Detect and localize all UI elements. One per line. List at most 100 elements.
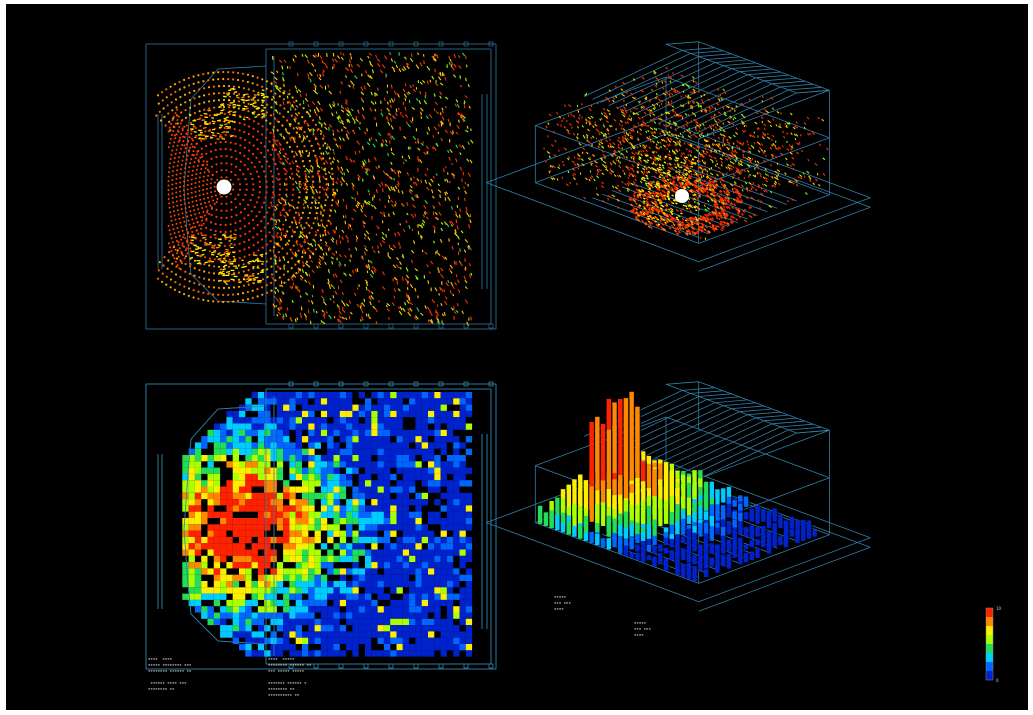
wavefront-particle	[282, 98, 285, 101]
wavefront-particle	[203, 277, 206, 280]
ray-particle	[632, 160, 636, 163]
wavefront-particle	[685, 178, 689, 182]
ray-particle	[687, 142, 690, 146]
wavefront-particle	[186, 192, 189, 195]
wavefront-particle	[271, 196, 274, 199]
ray-particle	[670, 133, 674, 137]
ray-particle	[401, 114, 405, 118]
ray-particle	[368, 265, 371, 270]
wavefront-particle	[182, 236, 185, 239]
wavefront-particle	[259, 185, 262, 189]
ray-particle	[436, 321, 440, 325]
wavefront-particle	[722, 208, 726, 212]
wavefront-particle	[301, 116, 304, 119]
heatmap-cell	[188, 499, 195, 506]
wavefront-particle	[692, 227, 696, 231]
wavefront-particle	[199, 124, 202, 127]
ray-particle	[639, 190, 642, 193]
ray-particle	[464, 190, 467, 195]
wavefront-particle	[177, 255, 180, 258]
ray-particle	[642, 121, 647, 125]
ray-particle	[716, 128, 719, 131]
ray-particle	[441, 313, 445, 317]
ray-particle	[696, 146, 699, 149]
wavefront-particle	[185, 228, 188, 231]
ray-particle	[749, 189, 751, 192]
ray-particle	[339, 145, 342, 150]
ray-particle	[380, 144, 383, 148]
ray-particle	[662, 123, 666, 127]
ray-particle	[288, 175, 292, 180]
ray-particle	[299, 230, 302, 235]
wavefront-particle	[243, 164, 246, 167]
ray-particle	[669, 134, 672, 138]
wavefront-particle	[158, 261, 161, 264]
wavefront-particle	[227, 279, 231, 282]
ray-particle	[336, 116, 340, 121]
wavefront-particle	[722, 220, 726, 224]
wavefront-particle	[208, 257, 211, 260]
ray-particle	[377, 87, 379, 91]
ray-particle	[463, 249, 467, 253]
ray-particle	[666, 103, 670, 107]
wavefront-particle	[252, 236, 255, 239]
heatmap-cell	[188, 555, 195, 563]
wavefront-particle	[207, 72, 210, 75]
ray-particle	[346, 113, 350, 117]
wavefront-particle	[701, 222, 705, 226]
ray-particle	[760, 116, 764, 120]
ray-particle	[357, 177, 360, 181]
ray-particle	[761, 120, 764, 124]
wavefront-particle	[272, 185, 275, 189]
ray-particle	[418, 224, 422, 228]
ray-particle	[367, 313, 370, 317]
ray-particle	[318, 165, 321, 169]
wavefront-particle	[239, 211, 242, 214]
ray-particle	[645, 174, 648, 177]
wavefront-particle	[225, 202, 228, 205]
ray-particle	[596, 175, 600, 179]
ray-particle	[453, 53, 456, 58]
ray-particle	[449, 58, 452, 62]
ray-particle	[648, 187, 651, 191]
ray-particle	[726, 105, 730, 109]
ray-particle	[684, 173, 688, 176]
wavefront-particle	[208, 114, 211, 117]
wavefront-particle	[181, 244, 184, 247]
ray-particle	[278, 59, 283, 63]
ray-particle	[732, 165, 735, 169]
wavefront-particle	[714, 224, 718, 228]
ray-particle	[613, 149, 617, 153]
ray-particle	[700, 109, 703, 113]
ray-particle	[313, 308, 315, 313]
wavefront-particle	[169, 85, 172, 88]
wavefront-particle	[207, 86, 211, 89]
ray-particle	[693, 133, 695, 136]
ray-particle	[371, 69, 374, 74]
wavefront-particle	[170, 237, 173, 240]
column-marker	[438, 323, 444, 329]
ray-particle	[336, 304, 339, 308]
wavefront-particle	[270, 106, 273, 109]
wavefront-particle	[311, 175, 314, 178]
wavefront-particle	[709, 186, 713, 190]
ray-particle	[321, 309, 325, 313]
ray-particle	[643, 111, 647, 115]
wavefront-particle	[272, 180, 275, 183]
wavefront-particle	[172, 170, 174, 173]
wavefront-particle	[661, 197, 665, 201]
wavefront-particle	[205, 217, 208, 220]
ray-particle	[737, 176, 740, 180]
ray-particle	[324, 233, 327, 236]
ray-particle	[244, 107, 249, 110]
ray-particle	[333, 191, 336, 196]
ray-particle	[209, 136, 214, 139]
ray-particle	[279, 235, 283, 240]
ray-particle	[257, 93, 260, 96]
ray-particle	[365, 264, 368, 269]
ray-particle	[598, 142, 601, 146]
ray-particle	[317, 100, 321, 106]
ray-particle	[239, 116, 242, 118]
wavefront-particle	[165, 88, 168, 91]
column-marker	[388, 323, 394, 329]
